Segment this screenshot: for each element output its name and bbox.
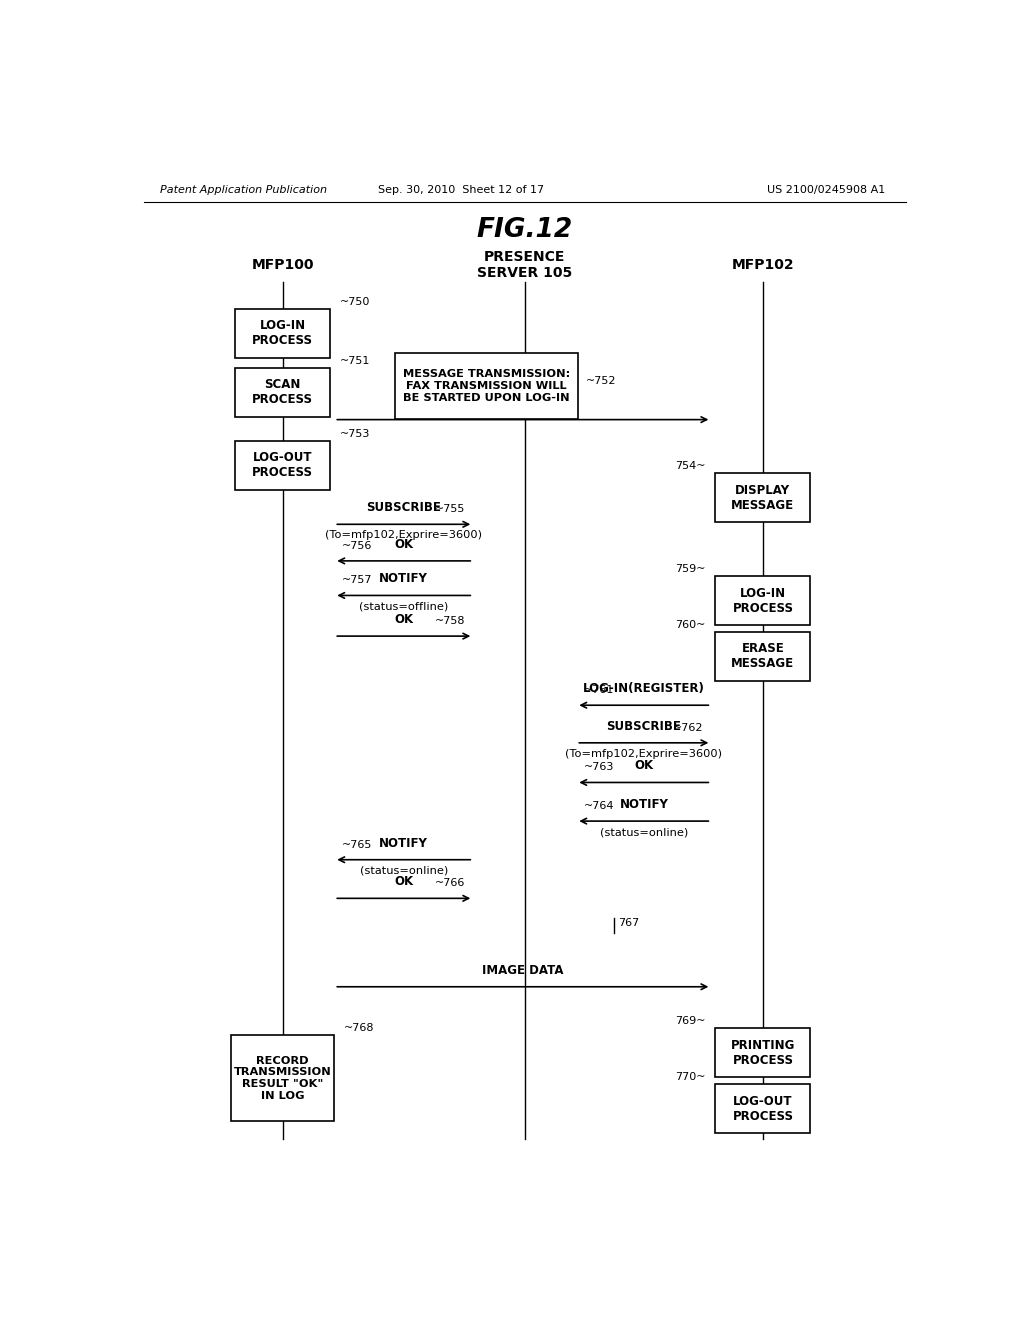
Text: LOG-IN
PROCESS: LOG-IN PROCESS xyxy=(732,586,794,615)
Text: ~752: ~752 xyxy=(586,376,616,385)
Text: SCAN
PROCESS: SCAN PROCESS xyxy=(252,378,313,407)
FancyBboxPatch shape xyxy=(715,474,811,523)
Text: NOTIFY: NOTIFY xyxy=(379,837,428,850)
FancyBboxPatch shape xyxy=(715,1084,811,1133)
FancyBboxPatch shape xyxy=(236,441,331,490)
FancyBboxPatch shape xyxy=(715,576,811,624)
Text: OK: OK xyxy=(634,759,653,772)
Text: ~761: ~761 xyxy=(585,685,614,696)
Text: OK: OK xyxy=(394,875,414,888)
Text: OK: OK xyxy=(394,612,414,626)
Text: MFP102: MFP102 xyxy=(731,259,795,272)
Text: ~765: ~765 xyxy=(342,840,373,850)
Text: 760~: 760~ xyxy=(676,620,706,630)
Text: 767: 767 xyxy=(618,917,640,928)
Text: NOTIFY: NOTIFY xyxy=(620,797,669,810)
Text: US 2100/0245908 A1: US 2100/0245908 A1 xyxy=(767,185,886,195)
Text: ~753: ~753 xyxy=(340,429,371,440)
Text: LOG-OUT
PROCESS: LOG-OUT PROCESS xyxy=(252,451,313,479)
Text: 770~: 770~ xyxy=(675,1072,706,1082)
FancyBboxPatch shape xyxy=(236,309,331,358)
Text: ~758: ~758 xyxy=(435,616,465,626)
Text: (status=online): (status=online) xyxy=(359,866,447,875)
FancyBboxPatch shape xyxy=(395,352,578,420)
Text: PRINTING
PROCESS: PRINTING PROCESS xyxy=(731,1039,795,1067)
Text: SUBSCRIBE: SUBSCRIBE xyxy=(606,719,681,733)
Text: (To=mfp102,Exprire=3600): (To=mfp102,Exprire=3600) xyxy=(326,531,482,540)
Text: ~768: ~768 xyxy=(344,1023,375,1034)
Text: ~766: ~766 xyxy=(435,878,465,888)
Text: ~757: ~757 xyxy=(342,576,373,585)
FancyBboxPatch shape xyxy=(231,1035,334,1122)
Text: ERASE
MESSAGE: ERASE MESSAGE xyxy=(731,643,795,671)
Text: ~751: ~751 xyxy=(340,356,371,366)
Text: ~762: ~762 xyxy=(673,722,703,733)
Text: LOG-OUT
PROCESS: LOG-OUT PROCESS xyxy=(732,1094,794,1123)
Text: FIG.12: FIG.12 xyxy=(477,216,572,243)
Text: LOG-IN
PROCESS: LOG-IN PROCESS xyxy=(252,319,313,347)
Text: (status=offline): (status=offline) xyxy=(359,602,449,611)
Text: 769~: 769~ xyxy=(675,1016,706,1027)
Text: (status=online): (status=online) xyxy=(600,828,688,837)
FancyBboxPatch shape xyxy=(715,1028,811,1077)
Text: MFP100: MFP100 xyxy=(252,259,314,272)
Text: ~750: ~750 xyxy=(340,297,371,306)
Text: LOG-IN(REGISTER): LOG-IN(REGISTER) xyxy=(583,682,705,696)
Text: ~764: ~764 xyxy=(585,801,614,810)
Text: Patent Application Publication: Patent Application Publication xyxy=(160,185,327,195)
Text: MESSAGE TRANSMISSION:
FAX TRANSMISSION WILL
BE STARTED UPON LOG-IN: MESSAGE TRANSMISSION: FAX TRANSMISSION W… xyxy=(403,370,570,403)
Text: DISPLAY
MESSAGE: DISPLAY MESSAGE xyxy=(731,484,795,512)
Text: (To=mfp102,Exprire=3600): (To=mfp102,Exprire=3600) xyxy=(565,748,722,759)
FancyBboxPatch shape xyxy=(715,632,811,681)
Text: ~763: ~763 xyxy=(585,763,614,772)
Text: 759~: 759~ xyxy=(675,564,706,574)
Text: OK: OK xyxy=(394,537,414,550)
Text: PRESENCE
SERVER 105: PRESENCE SERVER 105 xyxy=(477,249,572,280)
Text: IMAGE DATA: IMAGE DATA xyxy=(482,964,563,977)
Text: ~756: ~756 xyxy=(342,541,373,550)
FancyBboxPatch shape xyxy=(236,368,331,417)
Text: SUBSCRIBE: SUBSCRIBE xyxy=(367,502,441,515)
Text: Sep. 30, 2010  Sheet 12 of 17: Sep. 30, 2010 Sheet 12 of 17 xyxy=(378,185,545,195)
Text: NOTIFY: NOTIFY xyxy=(379,573,428,585)
Text: 754~: 754~ xyxy=(675,462,706,471)
Text: RECORD
TRANSMISSION
RESULT "OK"
IN LOG: RECORD TRANSMISSION RESULT "OK" IN LOG xyxy=(233,1056,332,1101)
Text: ~755: ~755 xyxy=(435,504,465,515)
